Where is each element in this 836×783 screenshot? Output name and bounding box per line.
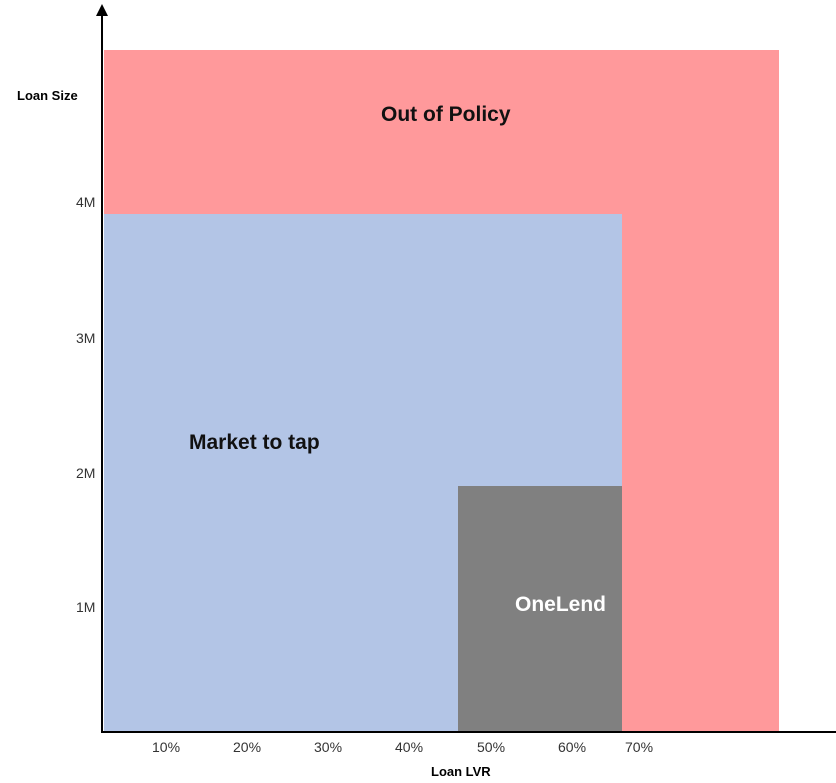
x-tick-label: 70% — [625, 739, 654, 755]
onelend-label: OneLend — [515, 593, 607, 616]
x-axis-title: Loan LVR — [431, 764, 491, 779]
onelend-region — [458, 486, 622, 731]
y-axis-arrow-icon — [96, 4, 108, 16]
out-of-policy-label: Out of Policy — [381, 103, 511, 126]
x-tick-label: 30% — [314, 739, 343, 755]
market-to-tap-label: Market to tap — [189, 431, 320, 454]
y-tick-label: 3M — [76, 330, 96, 346]
y-tick-label: 2M — [76, 465, 96, 481]
x-tick-label: 60% — [558, 739, 587, 755]
x-tick-label: 40% — [395, 739, 424, 755]
x-axis-line — [101, 731, 836, 733]
x-tick-label: 20% — [233, 739, 262, 755]
y-axis-line — [101, 14, 103, 733]
y-tick-label: 4M — [76, 194, 96, 210]
x-tick-label: 10% — [152, 739, 181, 755]
y-axis-title: Loan Size — [17, 88, 78, 103]
y-tick-label: 1M — [76, 599, 96, 615]
x-tick-label: 50% — [477, 739, 506, 755]
